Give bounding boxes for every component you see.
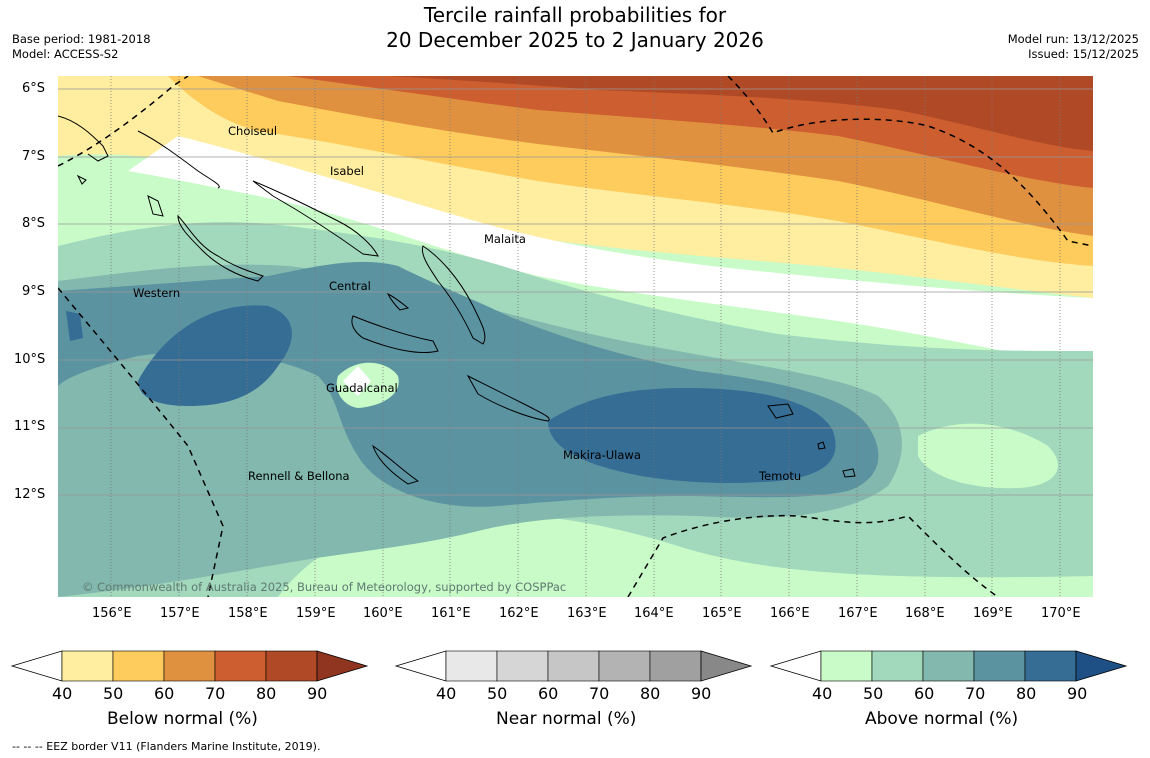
lon-tick: 162°E (499, 606, 539, 621)
colorbar-segment (922, 650, 975, 682)
colorbar-extend-low (10, 650, 63, 682)
above-80-east (548, 388, 836, 483)
colorbar-segment (598, 650, 651, 682)
colorbar-tick: 80 (1016, 684, 1037, 703)
map-title-line2: 20 December 2025 to 2 January 2026 (386, 28, 764, 52)
colorbar-segment (214, 650, 267, 682)
lat-tick: 12°S (14, 487, 46, 502)
colorbar-tick: 40 (52, 684, 73, 703)
colorbar-extend-high (316, 650, 369, 682)
colorbar-tick: 40 (812, 684, 833, 703)
lon-tick: 156°E (92, 606, 132, 621)
lon-tick: 170°E (1041, 606, 1081, 621)
colorbar-segment (163, 650, 216, 682)
colorbar-title-above: Above normal (%) (865, 709, 1019, 729)
colorbar-near (394, 650, 753, 682)
model-name: Model: ACCESS-S2 (12, 47, 119, 61)
colorbar-tick: 70 (205, 684, 226, 703)
colorbar-extend-low (769, 650, 822, 682)
region-label: Guadalcanal (326, 381, 398, 395)
guadalcanal-spot-inner (343, 366, 371, 396)
colorbar-segment (547, 650, 600, 682)
colorbar-tick: 80 (640, 684, 661, 703)
issued-date: Issued: 15/12/2025 (1028, 47, 1139, 61)
lat-tick: 9°S (22, 284, 46, 299)
eez-footnote: -- -- -- EEZ border V11 (Flanders Marine… (12, 740, 321, 753)
coastlines (58, 115, 856, 485)
colorbar-tick: 60 (538, 684, 559, 703)
above-40-patch-south (278, 513, 1093, 597)
region-label: Malaita (484, 232, 526, 246)
colorbar-tick: 90 (691, 684, 712, 703)
region-label: Makira-Ulawa (563, 448, 641, 462)
colorbar-extend-high (700, 650, 753, 682)
colorbar-segment (445, 650, 498, 682)
colorbar-strip (10, 650, 1128, 682)
colorbar-tick: 50 (103, 684, 124, 703)
no-signal-corridor (128, 136, 1093, 366)
colorbar-segment (61, 650, 114, 682)
region-label: Western (133, 286, 181, 300)
lon-tick: 169°E (973, 606, 1013, 621)
lat-tick: 10°S (14, 352, 46, 367)
region-label: Choiseul (228, 124, 278, 138)
region-label: Rennell & Bellona (248, 469, 350, 483)
lat-tick: 6°S (22, 81, 46, 96)
below-80-band (388, 76, 1093, 151)
colorbar-tick: 60 (914, 684, 935, 703)
lon-tick: 158°E (228, 606, 268, 621)
colorbar-tick: 70 (589, 684, 610, 703)
colorbar-tick: 50 (863, 684, 884, 703)
lon-tick: 165°E (702, 606, 742, 621)
colorbar-segment (820, 650, 873, 682)
map-canvas (58, 76, 1093, 597)
above-80-west (138, 305, 292, 406)
lat-tick: 7°S (22, 149, 46, 164)
colorbar-extend-high (1075, 650, 1128, 682)
colorbar-title-near: Near normal (%) (496, 709, 637, 729)
map-title-line1: Tercile rainfall probabilities for (423, 3, 727, 27)
lon-tick: 167°E (838, 606, 878, 621)
region-label: Temotu (759, 469, 802, 483)
colorbar-tick: 60 (154, 684, 175, 703)
colorbar-tick: 70 (965, 684, 986, 703)
copyright-notice: © Commonwealth of Australia 2025, Bureau… (82, 580, 567, 594)
colorbar-segment (649, 650, 702, 682)
lon-tick: 164°E (634, 606, 674, 621)
colorbar-tick: 90 (307, 684, 328, 703)
lon-tick: 161°E (431, 606, 471, 621)
probability-map: Choiseul Isabel Malaita Central Western … (58, 76, 1093, 597)
above-40-patch-east (918, 423, 1058, 489)
colorbar-segment (871, 650, 924, 682)
colorbar-segment (265, 650, 318, 682)
colorbar-segment (112, 650, 165, 682)
colorbar-above (769, 650, 1128, 682)
lat-tick: 11°S (14, 419, 46, 434)
graticule-lat (58, 88, 1093, 496)
region-label: Central (329, 279, 371, 293)
lon-tick: 168°E (905, 606, 945, 621)
colorbar-tick: 90 (1067, 684, 1088, 703)
colorbar-title-below: Below normal (%) (107, 709, 258, 729)
lon-tick: 160°E (363, 606, 403, 621)
lat-tick: 8°S (22, 216, 46, 231)
base-period: Base period: 1981-2018 (12, 32, 151, 46)
colorbar-below (10, 650, 369, 682)
eez-borders (58, 76, 1093, 597)
lon-tick: 159°E (296, 606, 336, 621)
lon-tick: 163°E (567, 606, 607, 621)
lon-tick: 157°E (160, 606, 200, 621)
above-80-small (66, 311, 83, 341)
lon-tick: 166°E (770, 606, 810, 621)
colorbar-tick: 40 (436, 684, 457, 703)
colorbar-segment (973, 650, 1026, 682)
colorbar-segment (1024, 650, 1077, 682)
colorbar-segment (496, 650, 549, 682)
region-label: Isabel (330, 164, 365, 178)
colorbar-extend-low (394, 650, 447, 682)
model-run: Model run: 13/12/2025 (1007, 32, 1139, 46)
colorbar-tick: 50 (487, 684, 508, 703)
colorbar-tick: 80 (256, 684, 277, 703)
